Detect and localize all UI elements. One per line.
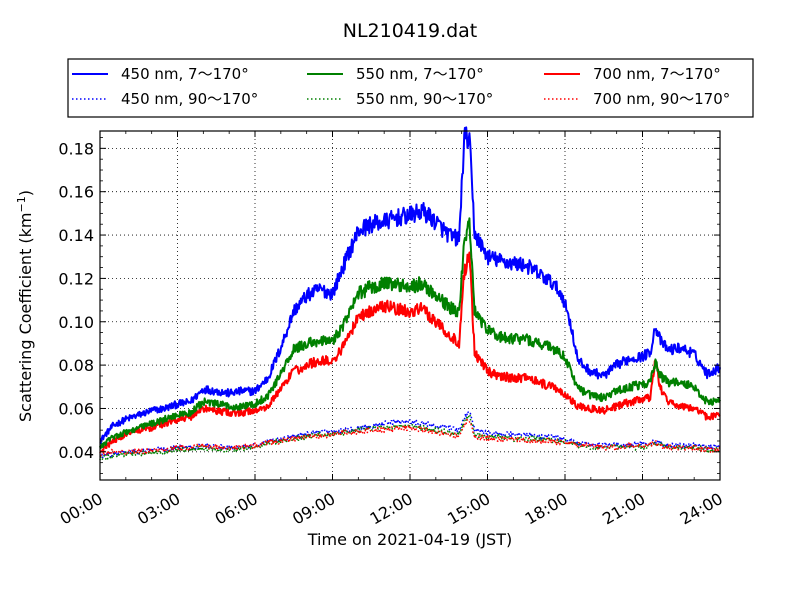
y-tick-label: 0.14: [58, 226, 94, 245]
y-tick-label: 0.06: [58, 399, 94, 418]
legend-label: 550 nm, 90～170°: [356, 90, 493, 108]
series-lines: [99, 126, 721, 461]
series-line: [99, 251, 721, 453]
y-axis-label-main: Scattering Coefficient (km: [16, 212, 35, 422]
legend: 450 nm, 7～170° 450 nm, 90～170° 550 nm, 7～1…: [67, 58, 754, 118]
y-tick-label: 0.10: [58, 313, 94, 332]
legend-label: 700 nm, 90～170°: [593, 90, 730, 108]
legend-label: 450 nm, 90～170°: [121, 90, 258, 108]
plot-area: [99, 126, 721, 481]
y-tick-label: 0.08: [58, 356, 94, 375]
x-tick-label: 18:00: [522, 489, 571, 529]
x-tick-labels: 00:00 03:00 06:00 09:00 12:00 15:00 18:00 21:00…: [57, 489, 726, 529]
y-tick-label: 0.18: [58, 139, 94, 158]
grid-lines: [100, 131, 720, 480]
series-line: [99, 418, 721, 457]
x-tick-label: 09:00: [289, 489, 338, 529]
x-tick-label: 03:00: [134, 489, 183, 529]
y-tick-label: 0.12: [58, 269, 94, 288]
legend-frame: [67, 58, 754, 118]
plot-frame: [99, 130, 721, 481]
series-line: [99, 217, 721, 450]
legend-label: 450 nm, 7～170°: [121, 65, 249, 83]
x-tick-label: 12:00: [367, 489, 416, 529]
y-axis-label-close: ): [16, 190, 35, 196]
x-axis-label: Time on 2021-04-19 (JST): [307, 530, 512, 549]
legend-entries: 450 nm, 7～170° 450 nm, 90～170° 550 nm, 7～1…: [72, 65, 730, 108]
y-tick-label: 0.16: [58, 183, 94, 202]
y-tick-label: 0.04: [58, 443, 94, 462]
y-axis-label: Scattering Coefficient (km−1): [15, 190, 35, 422]
x-tick-label: 15:00: [444, 489, 493, 529]
x-tick-label: 00:00: [57, 489, 106, 529]
legend-label: 700 nm, 7～170°: [593, 65, 721, 83]
x-tick-label: 21:00: [599, 489, 648, 529]
series-line: [99, 126, 721, 445]
plot-background: [100, 131, 720, 480]
chart-title: NL210419.dat: [343, 20, 478, 42]
legend-label: 550 nm, 7～170°: [356, 65, 484, 83]
x-tick-label: 24:00: [677, 489, 726, 529]
y-axis-label-superscript: −1: [15, 196, 28, 212]
y-tick-labels: 0.04 0.06 0.08 0.10 0.12 0.14 0.16 0.18: [58, 139, 94, 461]
x-tick-label: 06:00: [212, 489, 261, 529]
